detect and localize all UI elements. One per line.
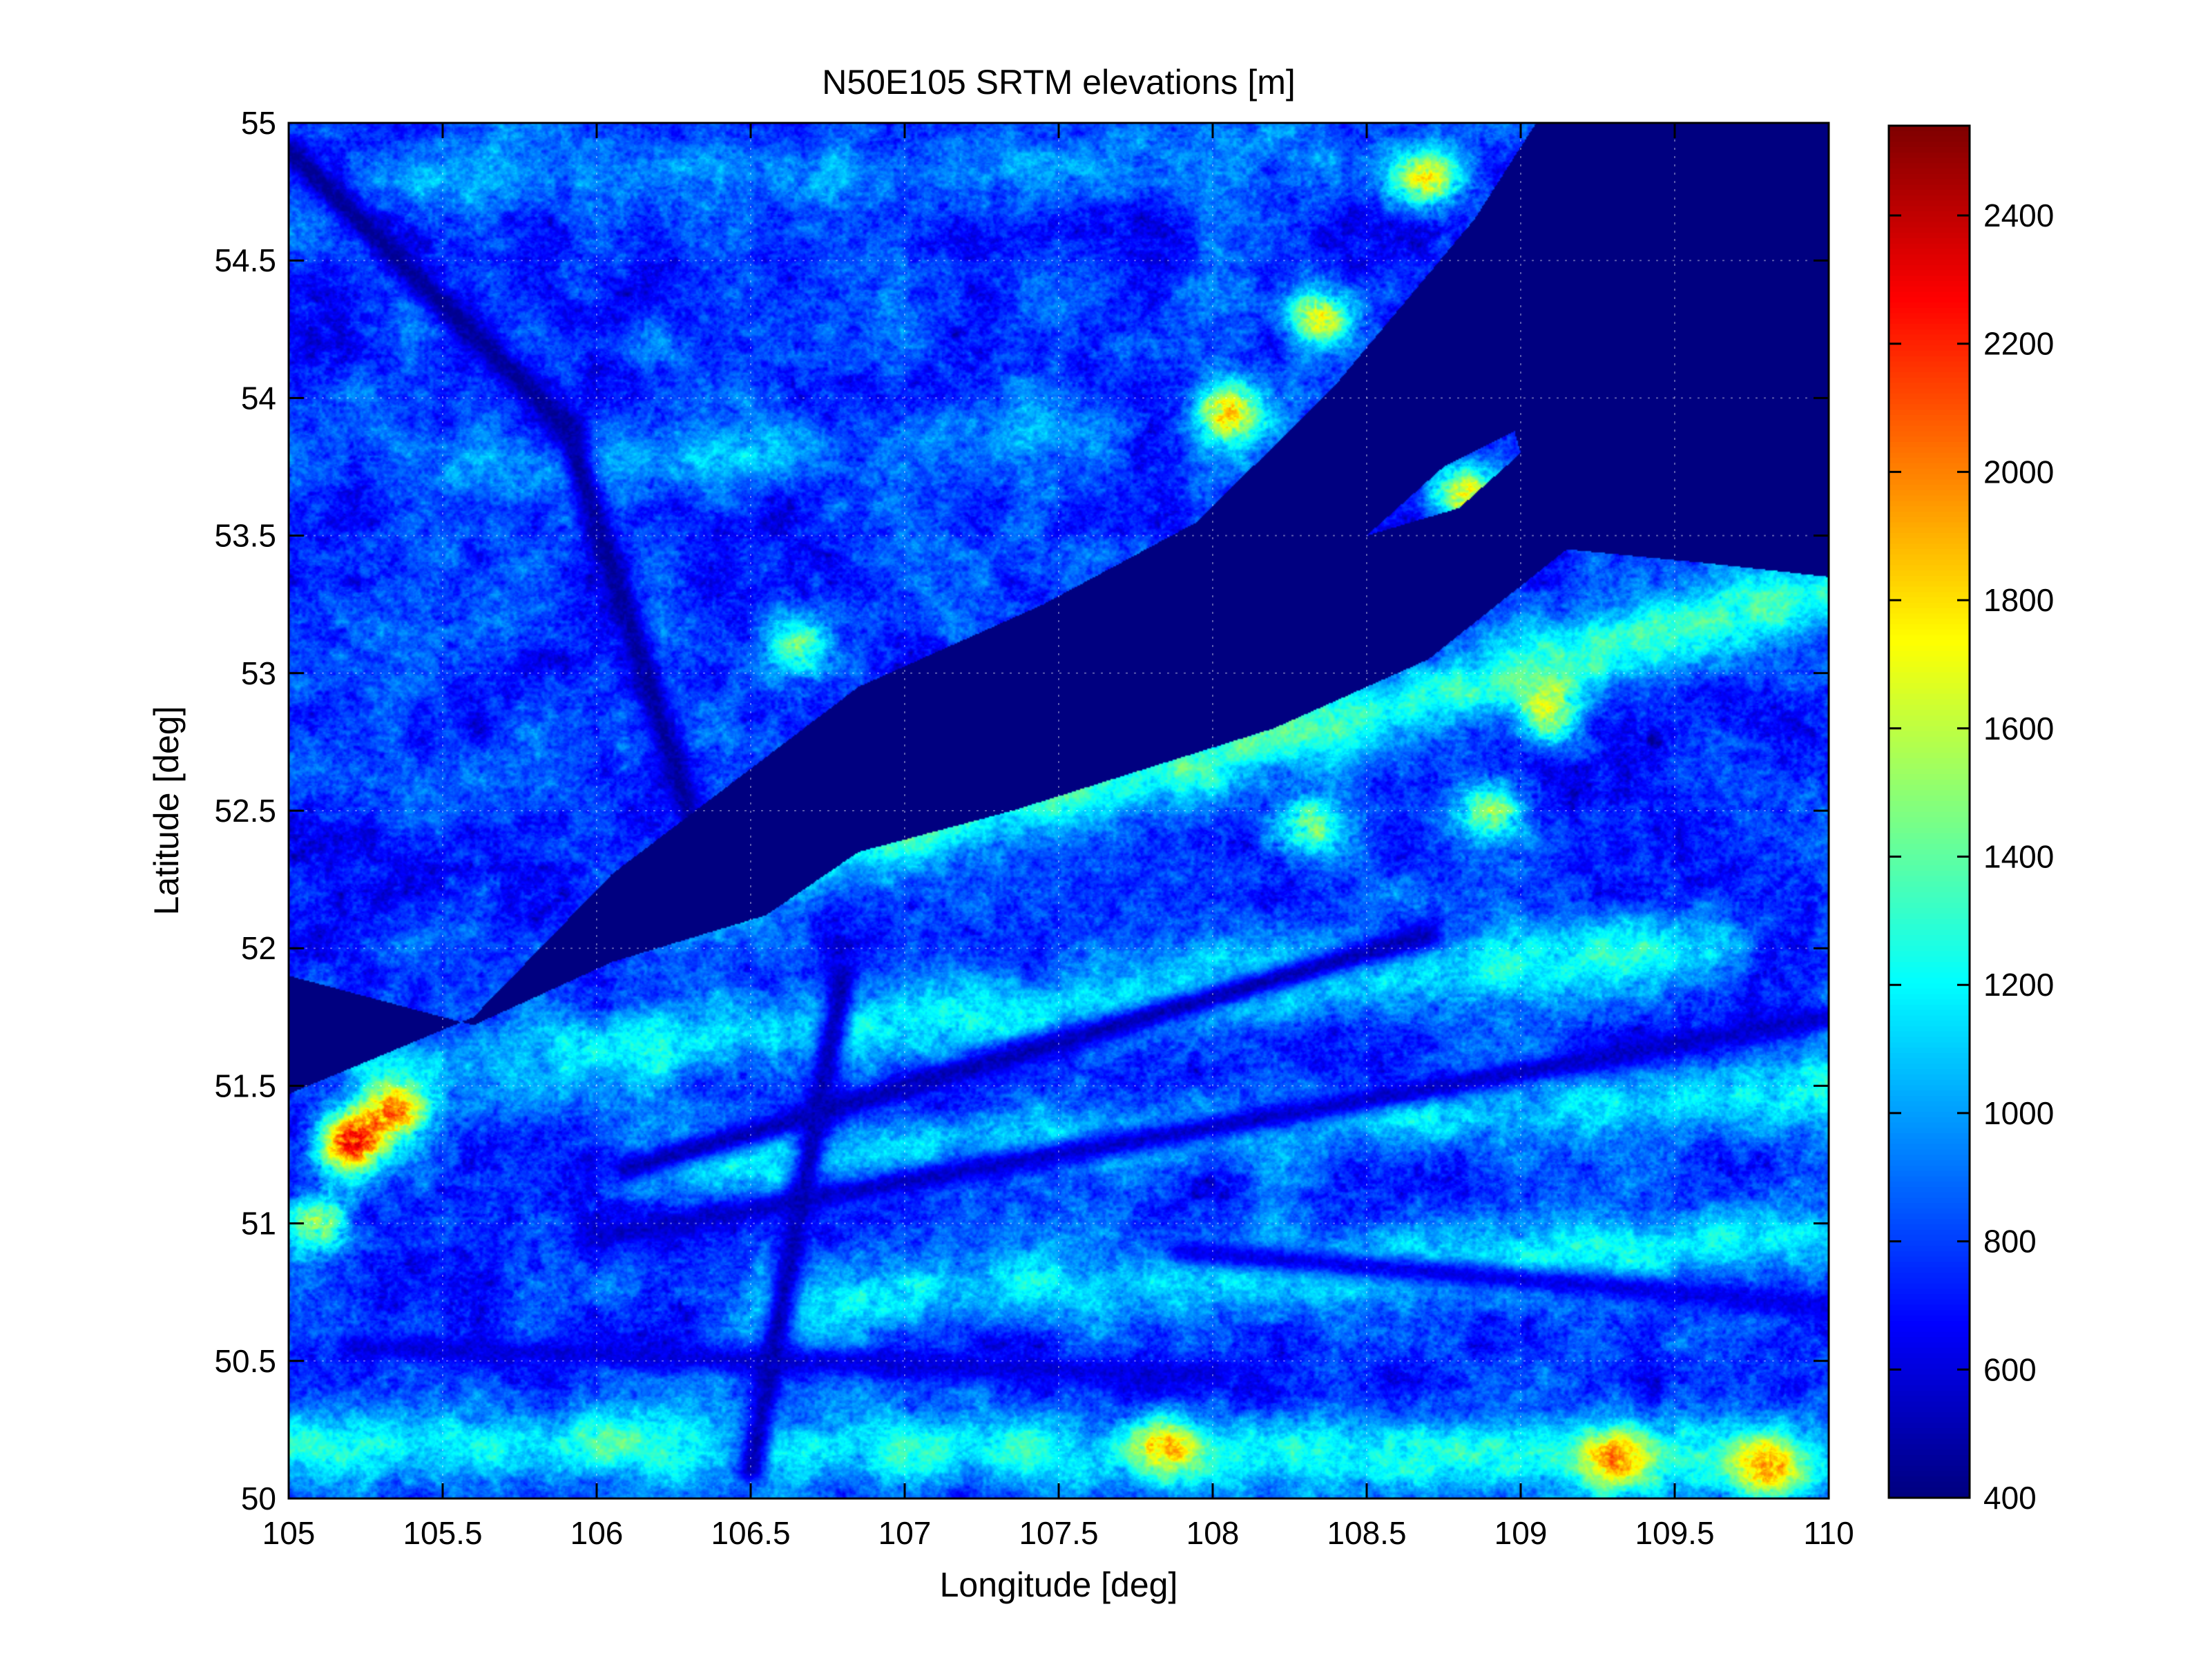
y-tick-label: 51 <box>241 1206 276 1242</box>
colorbar-tick-label: 600 <box>1983 1351 2037 1387</box>
x-tick-label: 108 <box>1186 1515 1240 1551</box>
colorbar-tick-label: 2000 <box>1983 454 2054 490</box>
x-tick-label: 105.5 <box>403 1515 482 1551</box>
colorbar-tick-label: 1200 <box>1983 967 2054 1003</box>
x-tick-label: 105 <box>262 1515 316 1551</box>
colorbar-tick-label: 800 <box>1983 1224 2037 1260</box>
colorbar-tick-label: 2400 <box>1983 197 2054 233</box>
colorbar: 400 600 800 1000 1200 1400 1600 1800 2000 2200 240… <box>1889 126 2054 1516</box>
colorbar-tick-label: 1600 <box>1983 711 2054 746</box>
y-tick-label: 54 <box>241 380 276 416</box>
y-tick-label: 53 <box>241 655 276 691</box>
colorbar-tick-label: 1800 <box>1983 582 2054 618</box>
x-tick-label: 107 <box>878 1515 932 1551</box>
y-tick-label: 52.5 <box>214 793 276 829</box>
y-tick-label: 50 <box>241 1481 276 1516</box>
y-axis-label: Latitude [deg] <box>147 706 186 915</box>
y-tick-label: 50.5 <box>214 1343 276 1379</box>
x-tick-label: 108.5 <box>1327 1515 1406 1551</box>
y-tick-label: 51.5 <box>214 1068 276 1103</box>
x-tick-label: 107.5 <box>1019 1515 1098 1551</box>
x-tick-label: 109 <box>1494 1515 1548 1551</box>
x-axis-label: Longitude [deg] <box>940 1565 1178 1604</box>
x-tick-label: 106 <box>570 1515 624 1551</box>
y-tick-label: 52 <box>241 930 276 966</box>
colorbar-tick-label: 2200 <box>1983 326 2054 362</box>
colorbar-gradient <box>1889 126 1970 1498</box>
colorbar-tick-label: 1000 <box>1983 1095 2054 1131</box>
colorbar-tick-label: 400 <box>1983 1480 2037 1516</box>
x-tick-label: 106.5 <box>711 1515 790 1551</box>
y-tick-label: 54.5 <box>214 242 276 278</box>
plot-area: 105 105.5 106 106.5 107 107.5 108 108.5 109 109.5… <box>214 105 1854 1551</box>
chart-title: N50E105 SRTM elevations [m] <box>822 63 1296 102</box>
x-tick-label: 110 <box>1803 1515 1854 1551</box>
y-tick-label: 55 <box>241 105 276 141</box>
colorbar-tick-label: 1400 <box>1983 838 2054 874</box>
y-tick-label: 53.5 <box>214 518 276 554</box>
x-tick-label: 109.5 <box>1635 1515 1714 1551</box>
